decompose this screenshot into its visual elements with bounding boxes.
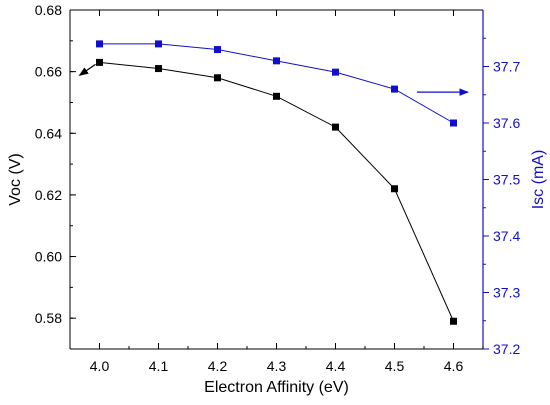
x-tick-label: 4.3 (267, 358, 287, 374)
x-tick-label: 4.4 (326, 358, 346, 374)
series-0-point (273, 92, 280, 100)
y-right-tick-label: 37.4 (493, 228, 520, 244)
series-1-point (450, 119, 457, 127)
y-left-tick-label: 0.64 (35, 125, 62, 141)
series-layer (78, 40, 469, 325)
series-1-line (99, 43, 454, 124)
y-right-tick-label: 37.5 (493, 172, 520, 188)
y-left-tick-label: 0.58 (35, 310, 62, 326)
x-tick-label: 4.2 (208, 358, 228, 374)
series-0-point (391, 185, 398, 193)
y-left-axis-title: Voc (V) (7, 153, 24, 205)
series-1-point (96, 40, 103, 48)
y-right-tick-label: 37.6 (493, 115, 520, 131)
series-0-point (450, 317, 457, 325)
x-tick-label: 4.6 (444, 358, 464, 374)
series-1-point (332, 68, 339, 76)
voc-axis-arrow (78, 63, 96, 76)
y-right-tick-label: 37.2 (493, 341, 520, 357)
series-0-point (155, 65, 162, 73)
series-0-point (96, 58, 103, 66)
y-left-tick-label: 0.62 (35, 187, 62, 203)
y-left-tick-label: 0.60 (35, 249, 62, 265)
series-0-point (332, 123, 339, 131)
x-tick-label: 4.0 (90, 358, 110, 374)
y-right-axis-title: Isc (mA) (530, 150, 547, 210)
x-tick-label: 4.1 (149, 358, 169, 374)
series-1-point (273, 57, 280, 65)
series-0-point (214, 74, 221, 82)
series-1-point (391, 85, 398, 93)
y-left-tick-label: 0.66 (35, 64, 62, 80)
x-tick-label: 4.5 (385, 358, 405, 374)
x-axis-title: Electron Affinity (eV) (204, 379, 349, 396)
series-1-point (214, 46, 221, 54)
y-right-tick-label: 37.7 (493, 59, 520, 75)
y-right-tick-label: 37.3 (493, 285, 520, 301)
axes: 4.0 4.1 4.2 4.3 4.4 4.5 4.6 0.58 0.60 0.62 0.64 0.6… (35, 2, 521, 374)
series-1-point (155, 40, 162, 48)
axis-labels: Electron Affinity (eV) Voc (V) Isc (mA) (7, 150, 547, 396)
y-left-tick-label: 0.68 (35, 2, 62, 18)
series-0-line (99, 61, 454, 322)
